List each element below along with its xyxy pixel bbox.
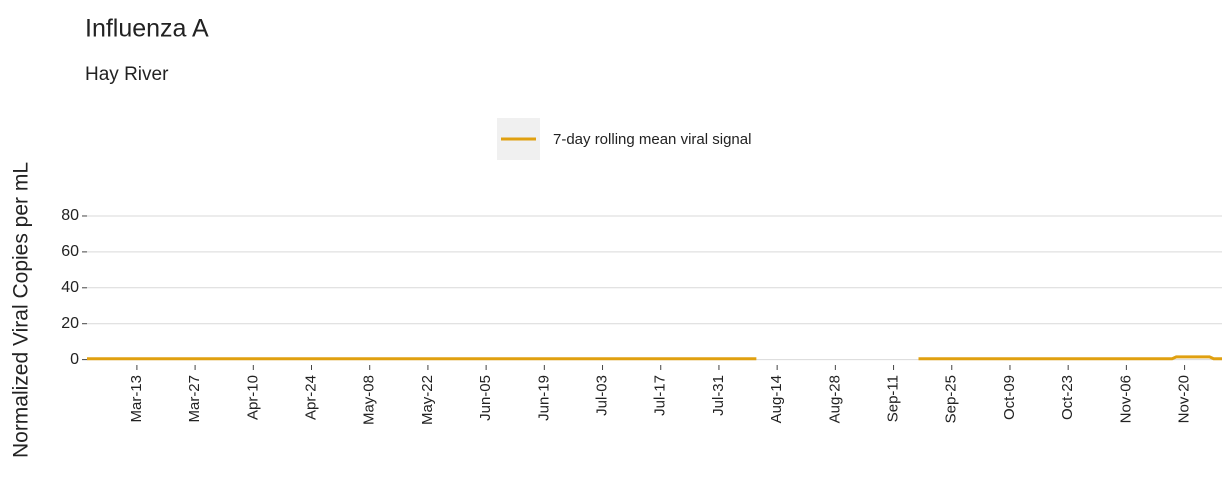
x-tick-label: Jul-31 [710,375,727,416]
x-tick-label: Aug-14 [768,375,785,423]
x-tick-label: Mar-13 [128,375,145,423]
y-tick-label: 40 [61,279,79,296]
x-tick-label: Oct-23 [1059,375,1076,420]
x-tick-label: Apr-10 [244,375,261,420]
y-tick-label: 60 [61,243,79,260]
x-tick-label: Nov-06 [1117,375,1134,423]
x-tick-label: Aug-28 [826,375,843,423]
x-tick-label: Apr-24 [302,375,319,420]
x-tick-label: Jun-19 [535,375,552,421]
legend-label: 7-day rolling mean viral signal [553,131,751,148]
x-tick-label: Sep-25 [943,375,960,423]
x-tick-label: Oct-09 [1001,375,1018,420]
y-tick-label: 20 [61,315,79,332]
x-tick-label: Mar-27 [186,375,203,423]
x-tick-label: Nov-20 [1176,375,1193,423]
x-tick-label: May-22 [419,375,436,425]
y-tick-label: 80 [61,207,79,224]
y-axis-label: Normalized Viral Copies per mL [10,162,33,458]
y-tick-label: 0 [70,351,79,368]
x-tick-label: Jun-05 [477,375,494,421]
x-tick-label: May-08 [361,375,378,425]
x-tick-label: Jul-17 [652,375,669,416]
data-line [918,355,1222,361]
x-tick-label: Jul-03 [593,375,610,416]
x-tick-label: Sep-11 [885,375,902,422]
chart-subtitle: Hay River [85,64,169,85]
chart-title: Influenza A [85,15,209,43]
